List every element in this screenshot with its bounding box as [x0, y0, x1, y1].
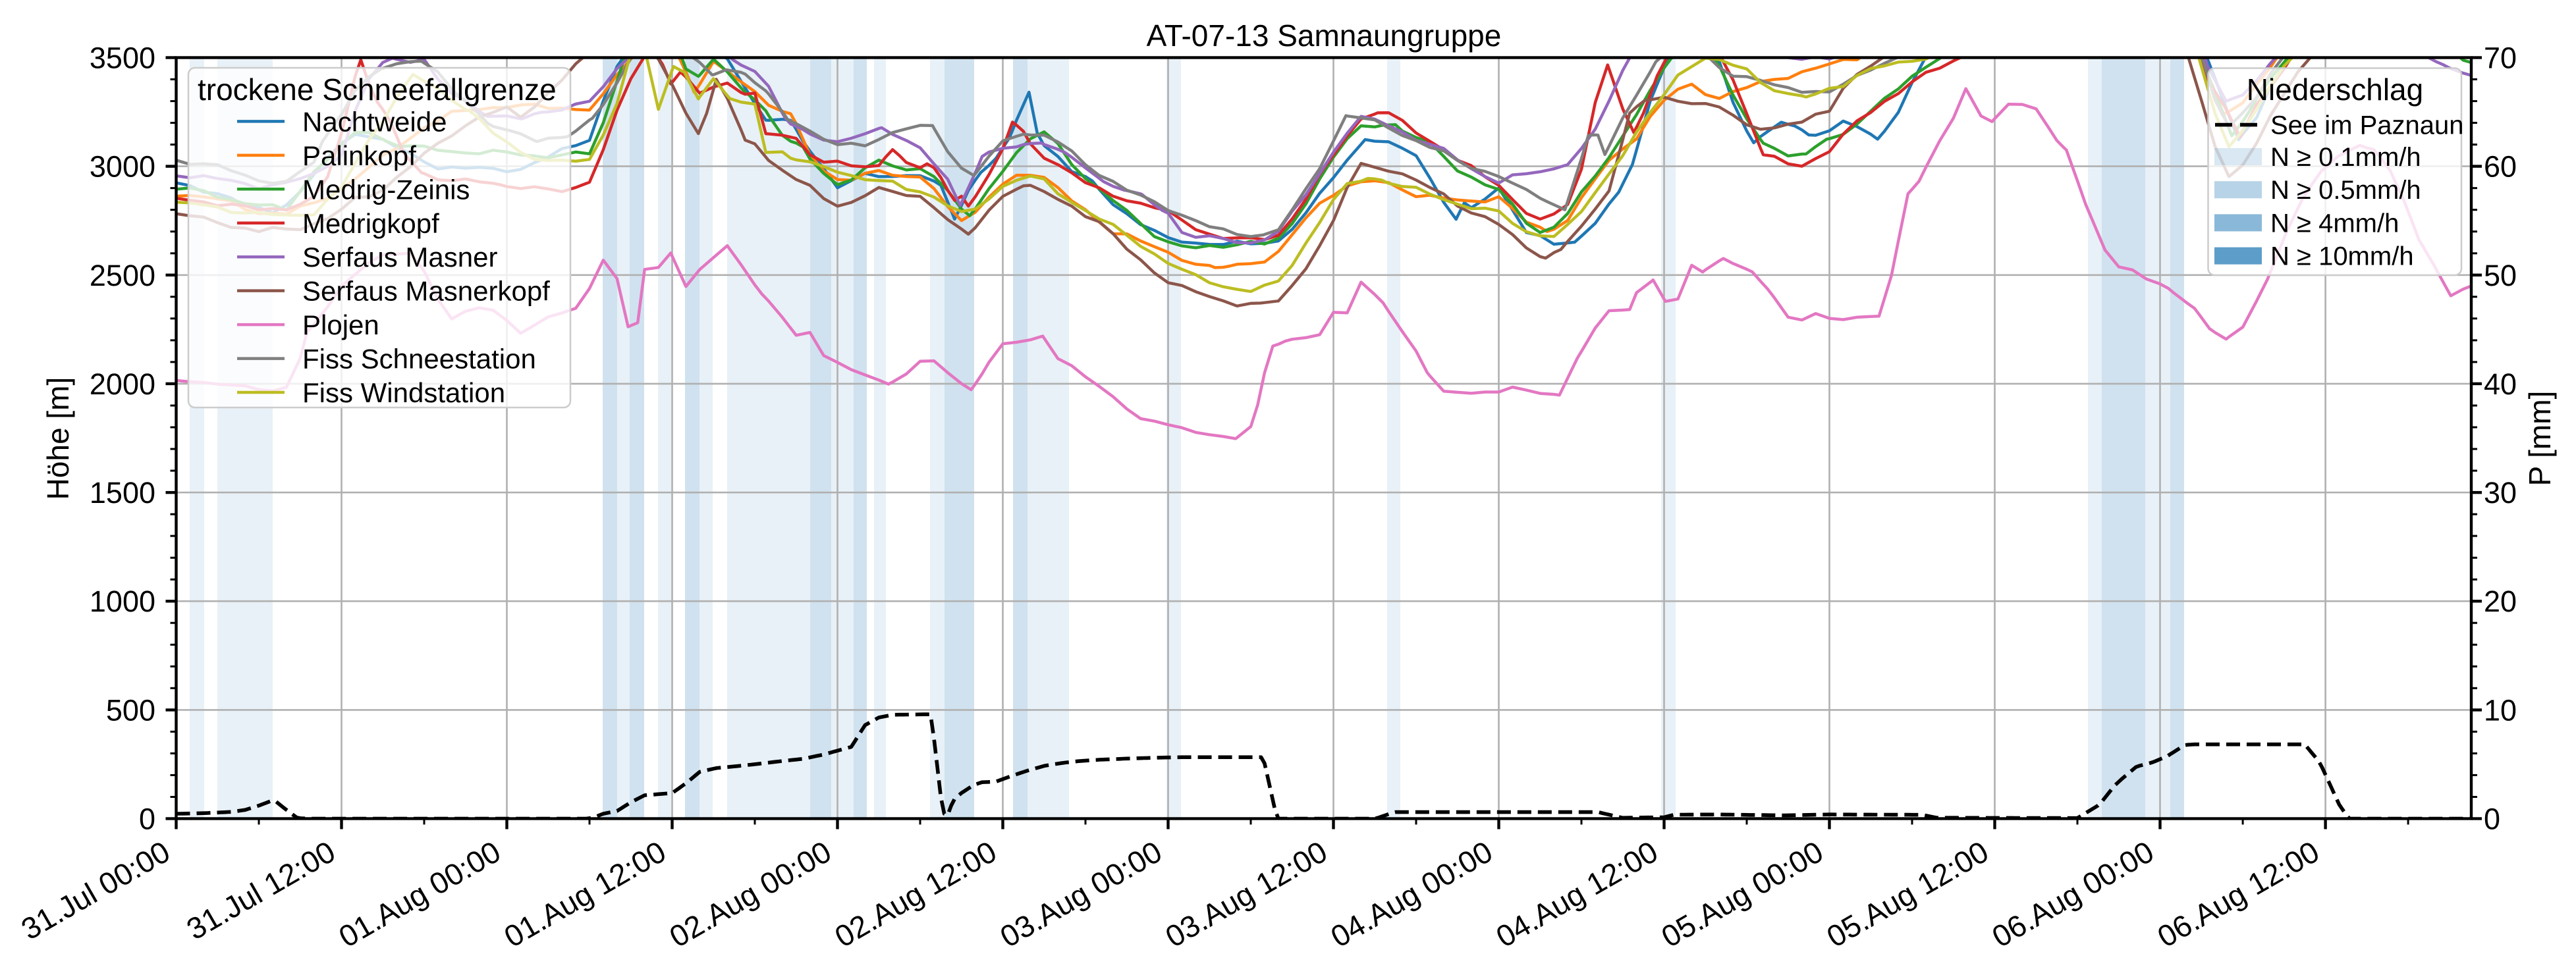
svg-text:30: 30 [2484, 476, 2517, 510]
svg-text:1000: 1000 [90, 585, 155, 618]
svg-text:Medrigkopf: Medrigkopf [302, 208, 439, 239]
svg-text:N ≥ 10mm/h: N ≥ 10mm/h [2270, 242, 2414, 271]
svg-text:0: 0 [139, 802, 155, 836]
svg-text:Fiss Windstation: Fiss Windstation [302, 377, 505, 408]
svg-text:2000: 2000 [90, 367, 155, 401]
svg-text:70: 70 [2484, 41, 2517, 75]
svg-text:0: 0 [2484, 802, 2500, 836]
svg-text:60: 60 [2484, 150, 2517, 184]
svg-text:AT-07-13 Samnaungruppe: AT-07-13 Samnaungruppe [1147, 18, 1502, 53]
svg-text:N ≥ 0.5mm/h: N ≥ 0.5mm/h [2270, 176, 2421, 205]
svg-text:3500: 3500 [90, 41, 155, 75]
svg-text:Plojen: Plojen [302, 309, 379, 340]
svg-text:20: 20 [2484, 585, 2517, 618]
svg-text:1500: 1500 [90, 476, 155, 510]
svg-text:N ≥ 0.1mm/h: N ≥ 0.1mm/h [2270, 143, 2421, 172]
svg-text:Medrig-Zeinis: Medrig-Zeinis [302, 174, 470, 205]
svg-text:Serfaus Masner: Serfaus Masner [302, 242, 497, 273]
svg-text:10: 10 [2484, 693, 2517, 727]
svg-text:See im Paznaun: See im Paznaun [2270, 111, 2464, 140]
svg-text:Fiss Schneestation: Fiss Schneestation [302, 344, 536, 375]
svg-text:40: 40 [2484, 367, 2517, 401]
svg-text:3000: 3000 [90, 150, 155, 184]
svg-text:Palinkopf: Palinkopf [302, 140, 416, 171]
svg-text:P [mm]: P [mm] [2523, 391, 2557, 486]
svg-text:Serfaus Masnerkopf: Serfaus Masnerkopf [302, 276, 550, 307]
svg-text:2500: 2500 [90, 259, 155, 292]
svg-text:500: 500 [106, 693, 155, 727]
svg-text:N ≥ 4mm/h: N ≥ 4mm/h [2270, 209, 2399, 238]
svg-text:Nachtweide: Nachtweide [302, 106, 447, 137]
svg-text:50: 50 [2484, 259, 2517, 292]
svg-text:Höhe [m]: Höhe [m] [41, 377, 75, 500]
svg-text:Niederschlag: Niederschlag [2247, 72, 2423, 107]
svg-text:trockene Schneefallgrenze: trockene Schneefallgrenze [198, 72, 557, 107]
